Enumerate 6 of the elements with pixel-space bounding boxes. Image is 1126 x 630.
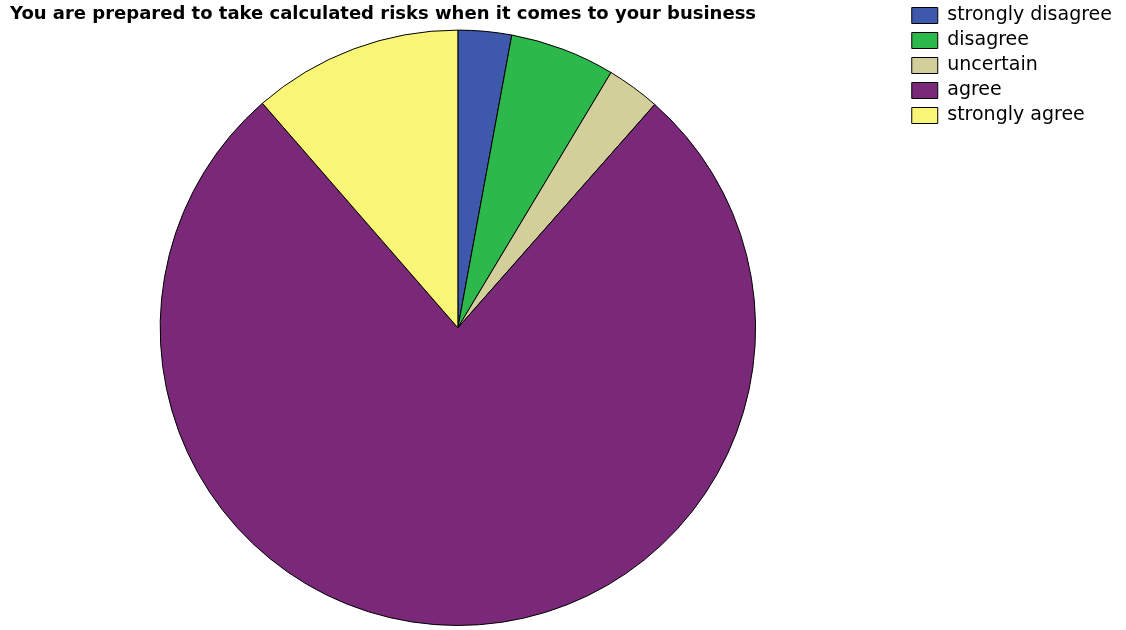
legend-label: disagree (947, 27, 1029, 50)
legend-label: strongly disagree (947, 2, 1112, 25)
legend-label: agree (947, 77, 1002, 100)
chart-title: You are prepared to take calculated risks when it comes to your business (9, 2, 757, 24)
legend-label: uncertain (947, 52, 1038, 75)
legend-label: strongly agree (947, 102, 1085, 125)
